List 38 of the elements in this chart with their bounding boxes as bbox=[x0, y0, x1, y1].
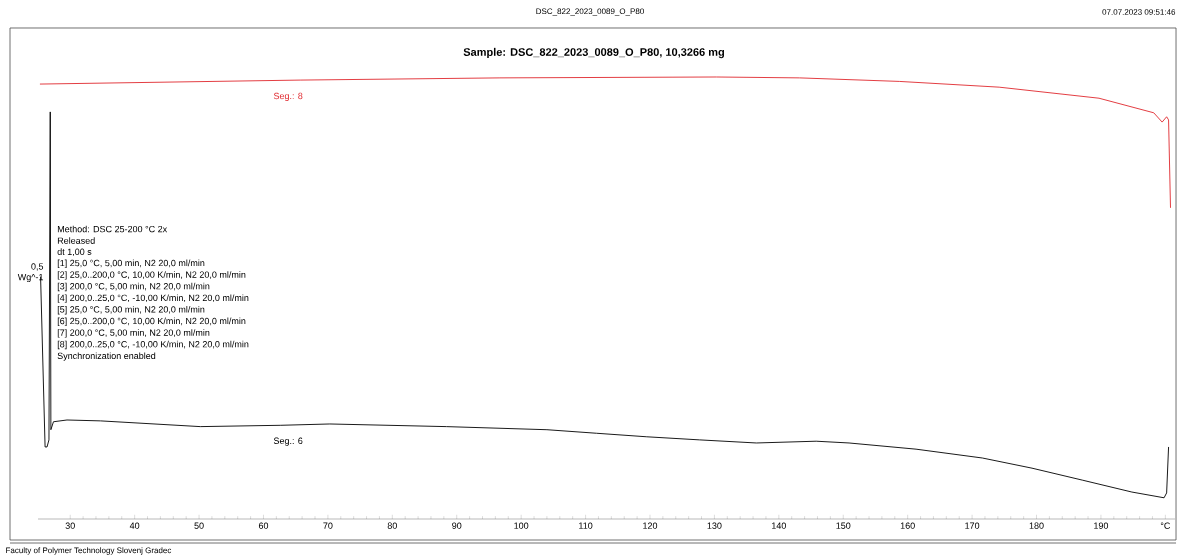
annotation: [8] 200,0..25,0 °C, -10,00 K/min, N2 20,0 ml/min bbox=[57, 340, 249, 350]
annotation: [6] 25,0..200,0 °C, 10,00 K/min, N2 20,0 ml/min bbox=[57, 317, 246, 326]
annotation: [1] 25,0 °C, 5,00 min, N2 20,0 ml/min bbox=[57, 259, 205, 268]
x-tick-label: 180 bbox=[1029, 522, 1044, 529]
x-tick-label: 70 bbox=[323, 522, 333, 529]
x-tick-label: 150 bbox=[836, 522, 851, 529]
x-tick-label: 80 bbox=[387, 522, 397, 529]
x-tick-label: 120 bbox=[643, 522, 658, 529]
annotation: Wg^-1 bbox=[17, 273, 44, 283]
text: Faculty of Polymer Technology Slovenj Gradec bbox=[6, 547, 172, 555]
annotation: Released bbox=[57, 237, 95, 244]
x-tick-label: 50 bbox=[194, 522, 204, 529]
x-tick-label: 30 bbox=[65, 522, 75, 529]
annotation: [7] 200,0 °C, 5,00 min, N2 20,0 ml/min bbox=[57, 329, 210, 338]
annotation: Method: DSC 25-200 °C 2x bbox=[57, 225, 168, 233]
x-tick-label: 100 bbox=[514, 522, 529, 529]
chart-title: Sample: DSC_822_2023_0089_O_P80, 10,3266 mg bbox=[463, 47, 724, 59]
x-tick-label: 110 bbox=[579, 522, 593, 529]
annotation: dt 1,00 s bbox=[57, 248, 92, 257]
x-tick-label: 130 bbox=[707, 522, 722, 529]
x-tick-label: 170 bbox=[965, 522, 980, 529]
x-tick-label: 160 bbox=[900, 522, 915, 529]
series-label: Seg.: 8 bbox=[273, 92, 303, 101]
annotation: [4] 200,0..25,0 °C, -10,00 K/min, N2 20,0 ml/min bbox=[57, 294, 249, 303]
annotation: [2] 25,0..200,0 °C, 10,00 K/min, N2 20,0 ml/min bbox=[57, 271, 246, 280]
series-label: Seg.: 6 bbox=[273, 437, 303, 446]
x-tick-label: °C bbox=[1160, 522, 1171, 529]
x-tick-label: 140 bbox=[772, 522, 786, 529]
x-tick-label: 190 bbox=[1094, 522, 1109, 529]
annotation: [3] 200,0 °C, 5,00 min, N2 20,0 ml/min bbox=[57, 282, 210, 292]
x-tick-label: 90 bbox=[452, 522, 462, 529]
annotation: 0,5 bbox=[31, 263, 44, 271]
text: 07.07.2023 09:51:46 bbox=[1102, 9, 1176, 15]
chart-subtitle: DSC_822_2023_0089_O_P80 bbox=[536, 8, 644, 16]
x-tick-label: 60 bbox=[258, 522, 269, 529]
annotation: [5] 25,0 °C, 5,00 min, N2 20,0 ml/min bbox=[57, 306, 205, 315]
annotation: Synchronization enabled bbox=[57, 352, 156, 361]
x-tick-label: 40 bbox=[129, 522, 140, 529]
